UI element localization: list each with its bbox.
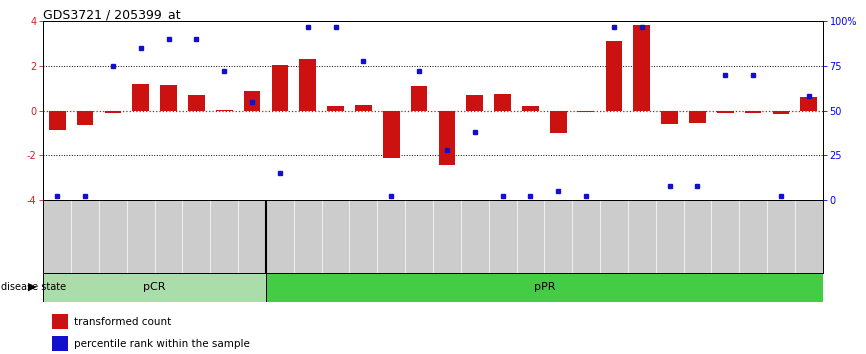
Bar [410,86,428,110]
Bar [243,91,261,110]
Bar [633,24,650,110]
Bar [272,65,288,110]
Bar [494,94,511,110]
Bar [550,110,566,133]
Text: ▶: ▶ [28,282,36,292]
Bar [160,85,177,110]
Bar [105,110,121,113]
Bar [745,110,761,113]
Bar [266,273,823,302]
Bar [605,41,623,110]
Bar [77,110,94,125]
Bar [132,84,149,110]
Bar [689,110,706,123]
Bar [300,59,316,110]
Bar [772,110,789,114]
Bar [52,314,68,329]
Text: transformed count: transformed count [74,316,171,326]
Bar [383,110,399,158]
Text: pCR: pCR [144,282,166,292]
Bar [800,97,818,110]
Bar [188,95,204,110]
Text: GDS3721 / 205399_at: GDS3721 / 205399_at [43,8,181,21]
Bar [216,109,233,110]
Bar [48,110,66,130]
Bar [522,106,539,110]
Text: percentile rank within the sample: percentile rank within the sample [74,338,250,349]
Bar [578,110,594,112]
Bar [43,273,266,302]
Bar [52,336,68,351]
Bar [467,95,483,110]
Text: disease state: disease state [1,282,66,292]
Bar [717,110,734,113]
Bar [438,110,456,165]
Bar [662,110,678,124]
Bar [327,106,344,110]
Bar [355,105,372,110]
Text: pPR: pPR [533,282,555,292]
